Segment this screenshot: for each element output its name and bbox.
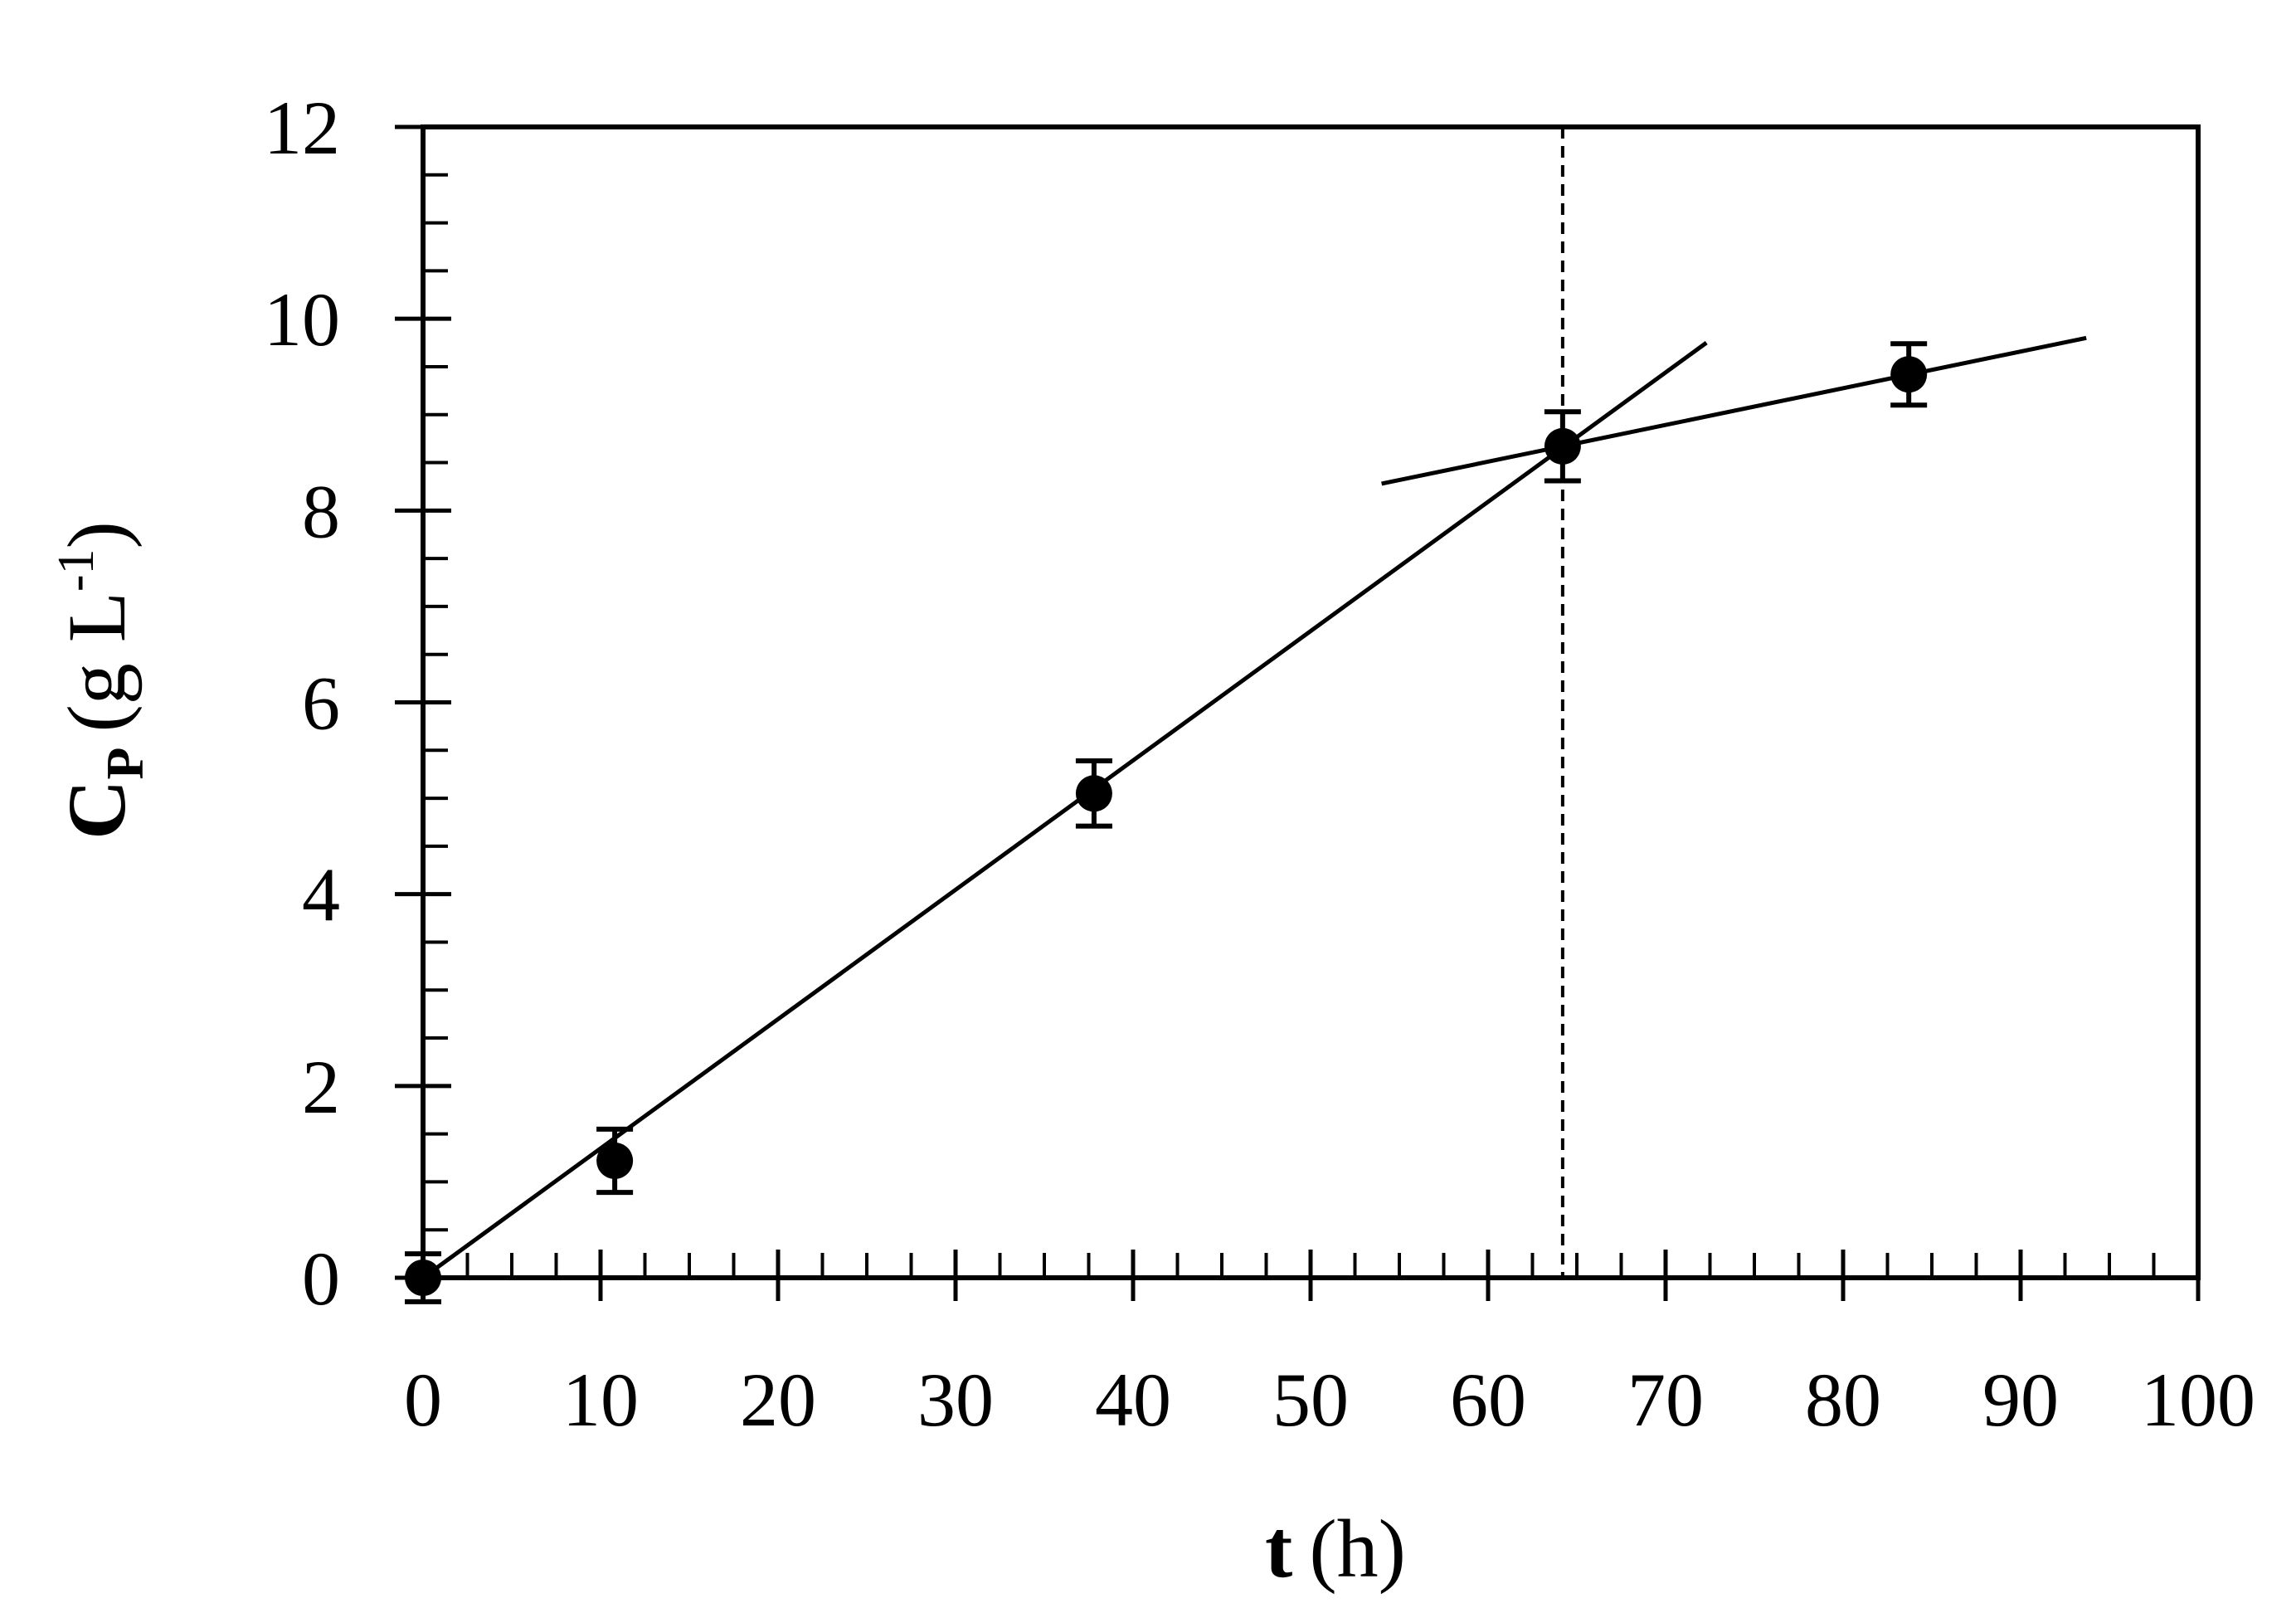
y-axis-unit-superscript: -1 — [48, 548, 105, 592]
x-tick-label: 60 — [1450, 1357, 1526, 1442]
x-tick-label: 10 — [562, 1357, 639, 1442]
y-tick-label: 10 — [264, 277, 340, 362]
y-tick-labels: 0 2 4 6 8 10 12 — [264, 85, 340, 1321]
x-axis-title: t (h) — [1265, 1503, 1406, 1595]
x-tick-labels: 0 10 20 30 40 50 60 70 80 90 100 — [404, 1357, 2255, 1442]
data-point — [1075, 775, 1112, 812]
x-tick-label: 100 — [2141, 1357, 2255, 1442]
x-axis-unit: (h) — [1309, 1503, 1406, 1595]
x-tick-label: 70 — [1627, 1357, 1704, 1442]
minor-ticks — [421, 125, 2200, 1279]
x-tick-label: 20 — [740, 1357, 816, 1442]
data-point — [1890, 356, 1928, 393]
y-axis-title: CP (g L-1) — [48, 521, 154, 840]
y-axis-subscript: P — [95, 748, 154, 780]
data-point — [1544, 427, 1581, 465]
data-point — [596, 1142, 634, 1179]
y-axis-unit-open: (g L — [51, 592, 143, 732]
fit-lines — [421, 335, 2087, 1280]
y-tick-label: 0 — [302, 1236, 340, 1321]
x-tick-label: 80 — [1805, 1357, 1881, 1442]
major-ticks — [395, 124, 2201, 1301]
y-axis-symbol: C — [51, 780, 143, 840]
fit-line — [1381, 335, 2087, 486]
x-axis-symbol: t — [1265, 1503, 1292, 1595]
y-tick-label: 2 — [302, 1045, 340, 1129]
error-bars — [405, 341, 1928, 1304]
y-tick-label: 8 — [302, 469, 340, 553]
plot-frame — [421, 124, 2201, 1280]
y-axis-unit-close: ) — [51, 521, 143, 548]
y-tick-label: 4 — [302, 853, 340, 938]
x-tick-label: 40 — [1095, 1357, 1171, 1442]
x-tick-label: 30 — [917, 1357, 994, 1442]
x-tick-label: 90 — [1982, 1357, 2059, 1442]
fit-line — [421, 341, 1708, 1280]
x-tick-label: 50 — [1272, 1357, 1349, 1442]
y-tick-label: 12 — [264, 85, 340, 170]
y-tick-label: 6 — [302, 661, 340, 746]
data-markers — [405, 356, 1928, 1296]
x-tick-label: 0 — [404, 1357, 442, 1442]
